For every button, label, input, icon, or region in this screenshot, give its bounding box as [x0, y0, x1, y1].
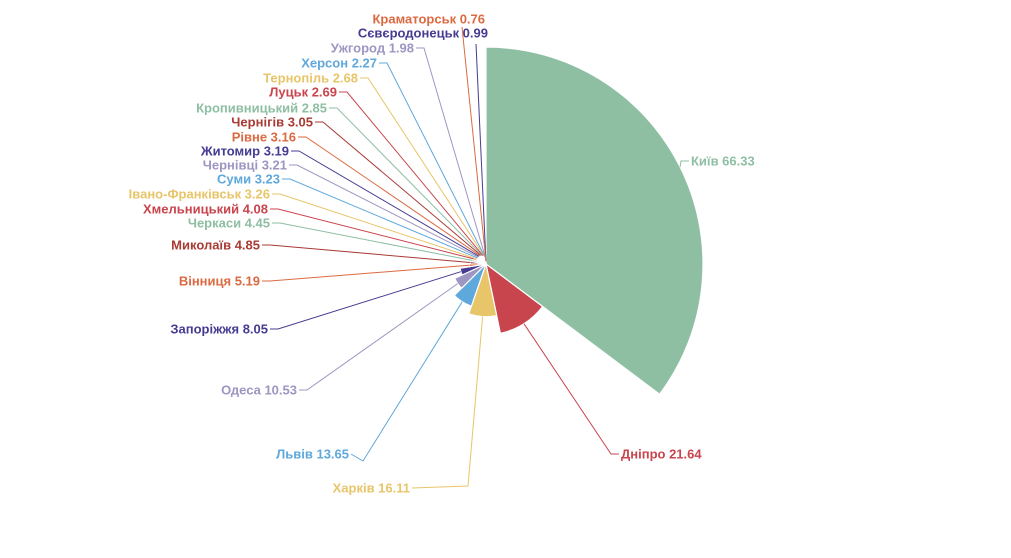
label-line-4 [299, 283, 458, 391]
pie-label-13: Житомир 3.19 [200, 144, 289, 159]
label-line-19 [379, 62, 486, 257]
pie-label-11: Суми 3.23 [217, 172, 280, 187]
label-line-14 [298, 136, 481, 257]
pie-label-8: Черкаси 4.45 [188, 216, 270, 231]
label-line-9 [270, 208, 474, 260]
pie-label-15: Чернігів 3.05 [231, 115, 313, 130]
pie-label-1: Дніпро 21.64 [621, 447, 702, 462]
label-line-7 [262, 244, 471, 263]
pie-slice-0[interactable] [485, 46, 704, 395]
label-line-18 [360, 77, 485, 256]
label-lines-group [262, 26, 689, 489]
pie-slice-1[interactable] [485, 263, 544, 334]
label-line-5 [270, 271, 461, 330]
label-line-15 [315, 121, 482, 256]
pie-slice-3[interactable] [453, 263, 487, 307]
pie-label-5: Запоріжжя 8.05 [170, 322, 268, 337]
pie-label-2: Харків 16.11 [333, 481, 410, 496]
pie-label-16: Кропивницький 2.85 [196, 101, 327, 116]
label-line-10 [272, 193, 477, 260]
pie-label-18: Тернопіль 2.68 [263, 71, 358, 86]
pie-label-9: Хмельницький 4.08 [143, 202, 268, 217]
pie-label-21: Сєвєродонецьк 0.99 [358, 26, 488, 41]
label-line-3 [350, 301, 463, 462]
label-line-2 [411, 316, 484, 489]
label-line-21 [475, 43, 487, 261]
label-line-8 [272, 222, 472, 261]
pie-label-7: Миколаїв 4.85 [171, 238, 260, 253]
label-line-17 [339, 91, 484, 257]
pie-slice-5[interactable] [459, 263, 487, 276]
pie-label-20: Ужгород 1.98 [331, 41, 414, 56]
pie-label-3: Львів 13.65 [276, 447, 349, 462]
label-line-1 [523, 323, 619, 455]
pie-label-19: Херсон 2.27 [301, 56, 377, 71]
pie-label-22: Краматорськ 0.76 [373, 12, 486, 27]
label-line-13 [291, 150, 480, 257]
pie-label-6: Вінниця 5.19 [179, 274, 260, 289]
pie-label-17: Луцьк 2.69 [269, 85, 337, 100]
pie-label-12: Чернівці 3.21 [203, 158, 287, 173]
label-line-0 [679, 160, 689, 168]
pie-label-14: Рівне 3.16 [232, 130, 296, 145]
label-line-12 [289, 164, 479, 258]
pie-label-0: Київ 66.33 [691, 154, 755, 169]
pie-slice-2[interactable] [468, 263, 498, 318]
label-line-22 [461, 26, 487, 262]
label-line-16 [329, 107, 483, 256]
label-line-11 [282, 178, 478, 259]
slices-group [453, 46, 704, 395]
label-line-20 [416, 47, 486, 258]
pie-label-4: Одеса 10.53 [221, 383, 297, 398]
labels-group: Київ 66.33 Дніпро 21.64 Харків 16.11 Львів … [129, 12, 755, 496]
pie-label-10: Івано-Франківськ 3.26 [129, 187, 270, 202]
label-line-6 [262, 264, 470, 282]
